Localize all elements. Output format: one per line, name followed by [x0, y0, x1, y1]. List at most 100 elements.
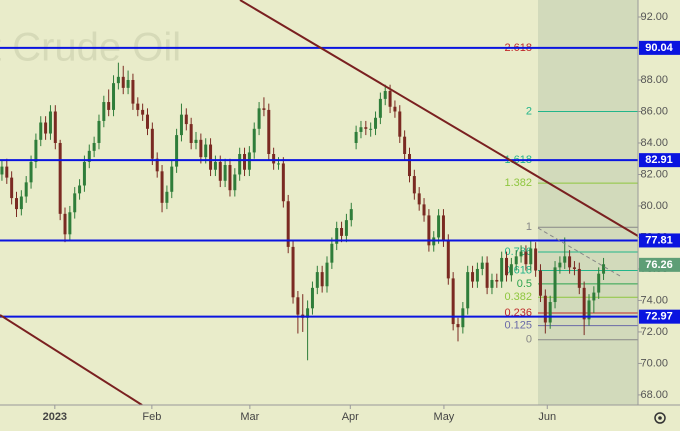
- candle-body: [281, 163, 285, 202]
- y-tick-label: 70.00: [640, 357, 668, 369]
- candle-body: [107, 102, 111, 110]
- candle-body: [475, 268, 479, 282]
- candle-body: [233, 174, 237, 191]
- candle-body: [592, 292, 596, 301]
- candle-body: [97, 120, 101, 143]
- candle-body: [126, 79, 130, 88]
- candle-body: [548, 302, 552, 323]
- x-tick-label: Jun: [538, 411, 556, 423]
- candle-body: [199, 139, 203, 158]
- level-tag-label: 82.91: [645, 154, 673, 166]
- last-price-label: 76.26: [645, 259, 673, 271]
- candle-body: [209, 144, 213, 170]
- candle-body: [228, 165, 232, 191]
- candle-body: [582, 287, 586, 320]
- candle-body: [170, 166, 174, 192]
- candle-body: [238, 154, 242, 175]
- fib-label: 1: [526, 221, 532, 233]
- settings-button[interactable]: [654, 412, 666, 424]
- candle-body: [82, 161, 86, 186]
- candle-body: [48, 111, 52, 134]
- candle-body: [563, 256, 567, 263]
- settings-icon[interactable]: [654, 412, 666, 424]
- candle-body: [102, 102, 106, 121]
- y-tick-label: 92.00: [640, 11, 668, 23]
- candle-body: [456, 324, 460, 328]
- candle-body: [534, 248, 538, 271]
- candle-body: [10, 177, 14, 199]
- candle-body: [495, 279, 499, 282]
- candle-body: [587, 300, 591, 320]
- candle-body: [485, 262, 489, 288]
- candle-body: [141, 109, 145, 115]
- candle-body: [471, 272, 475, 282]
- candle-body: [437, 215, 441, 238]
- trend-line: [239, 0, 638, 237]
- candle-body: [267, 109, 271, 155]
- candle-body: [296, 297, 300, 315]
- candle-body: [403, 136, 407, 155]
- candle-body: [568, 256, 572, 268]
- candle-body: [53, 111, 57, 143]
- candle-body: [14, 198, 18, 210]
- candle-body: [538, 270, 542, 296]
- candle-body: [68, 212, 72, 235]
- candle-body: [252, 128, 256, 153]
- candle-body: [354, 131, 358, 143]
- x-tick-label: Feb: [142, 411, 161, 423]
- candle-body: [204, 144, 208, 158]
- fib-label: 0.5: [517, 278, 532, 290]
- candle-body: [427, 215, 431, 246]
- candle-body: [422, 204, 426, 216]
- fib-label: 0.125: [504, 320, 532, 332]
- candle-body: [131, 79, 135, 104]
- fib-zone: [538, 0, 638, 405]
- y-tick-label: 86.00: [640, 105, 668, 117]
- candle-body: [388, 91, 392, 107]
- candle-body: [276, 163, 280, 165]
- y-tick-label: 88.00: [640, 74, 668, 86]
- candle-body: [320, 272, 324, 287]
- candle-body: [116, 76, 120, 84]
- candle-body: [78, 185, 82, 194]
- candle-body: [24, 182, 28, 197]
- settings-icon-center[interactable]: [658, 416, 662, 420]
- candle-body: [374, 117, 378, 129]
- candle-body: [349, 209, 353, 221]
- candle-body: [291, 246, 295, 298]
- candle-body: [451, 278, 455, 325]
- level-tag-label: 77.81: [645, 234, 673, 246]
- candle-body: [92, 142, 96, 151]
- candle-body: [461, 308, 465, 328]
- candle-body: [39, 122, 43, 140]
- candle-body: [369, 128, 373, 130]
- candle-body: [165, 191, 169, 203]
- candle-body: [407, 154, 411, 177]
- y-tick-label: 82.00: [640, 168, 668, 180]
- dashed-line: [537, 227, 621, 277]
- candle-body: [505, 257, 509, 276]
- y-tick-label: 84.00: [640, 137, 668, 149]
- x-tick-label: Mar: [240, 411, 259, 423]
- candle-body: [577, 268, 581, 288]
- y-tick-label: 72.00: [640, 326, 668, 338]
- candle-body: [155, 158, 159, 172]
- candle-body: [315, 272, 319, 288]
- candle-body: [340, 228, 344, 236]
- y-tick-label: 80.00: [640, 200, 668, 212]
- candle-body: [602, 264, 606, 274]
- level-tag-label: 72.97: [645, 311, 673, 323]
- candle-body: [310, 287, 314, 309]
- candle-body: [112, 83, 116, 110]
- candle-body: [63, 213, 67, 235]
- candle-body: [5, 166, 9, 178]
- fib-label: 0.382: [504, 291, 532, 303]
- candle-body: [262, 108, 266, 110]
- candle-body: [160, 171, 164, 203]
- candle-body: [514, 256, 518, 265]
- candle-body: [194, 139, 198, 143]
- level-tag: [639, 153, 680, 168]
- candle-body: [519, 251, 523, 257]
- candle-body: [184, 114, 188, 125]
